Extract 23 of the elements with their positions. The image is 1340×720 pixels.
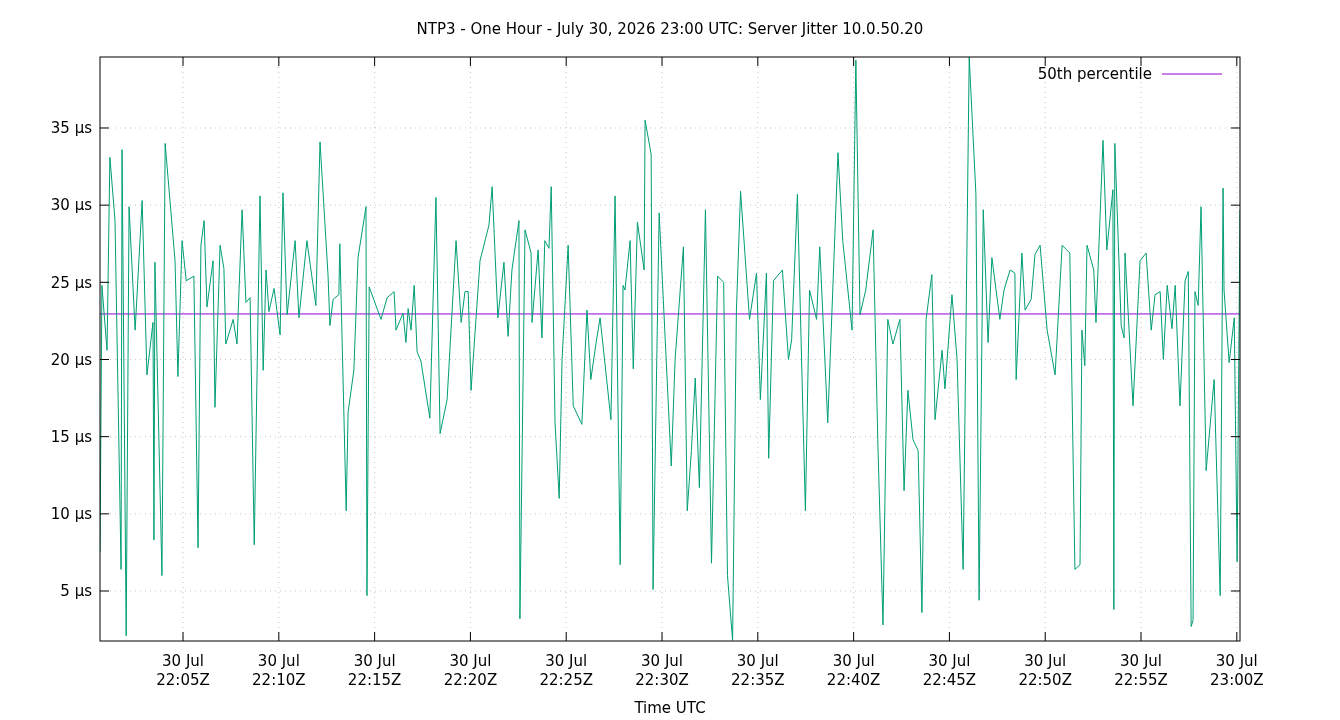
x-tick-label: 30 Jul 22:25Z (539, 652, 593, 689)
y-tick-label: 35 µs (50, 119, 93, 138)
x-tick-label: 30 Jul 22:30Z (635, 652, 689, 689)
y-tick-label: 10 µs (50, 505, 93, 524)
x-tick-label: 30 Jul 22:05Z (156, 652, 210, 689)
x-tick-label: 30 Jul 22:40Z (826, 652, 881, 689)
x-tick-label: 30 Jul 22:35Z (731, 652, 785, 689)
y-tick-label: 30 µs (50, 196, 93, 215)
y-tick-label: 20 µs (50, 350, 93, 369)
x-tick-label: 30 Jul 22:10Z (252, 652, 306, 689)
x-axis-title: Time UTC (633, 699, 706, 717)
y-tick-label: 25 µs (50, 273, 93, 292)
y-tick-label: 5 µs (60, 582, 93, 601)
x-tick-label: 30 Jul 23:00Z (1210, 652, 1264, 689)
x-tick-label: 30 Jul 22:15Z (347, 652, 402, 689)
legend-label: 50th percentile (1037, 65, 1152, 84)
x-tick-label: 30 Jul 22:45Z (922, 652, 977, 689)
chart-title: NTP3 - One Hour - July 30, 2026 23:00 UTC: Server Jitter 10.0.50.20 (416, 20, 924, 38)
x-tick-label: 30 Jul 22:20Z (443, 652, 498, 689)
line-series (100, 57, 1240, 641)
y-tick-label: 15 µs (50, 427, 93, 446)
x-tick-label: 30 Jul 22:55Z (1114, 652, 1168, 689)
x-tick-label: 30 Jul 22:50Z (1018, 652, 1072, 689)
